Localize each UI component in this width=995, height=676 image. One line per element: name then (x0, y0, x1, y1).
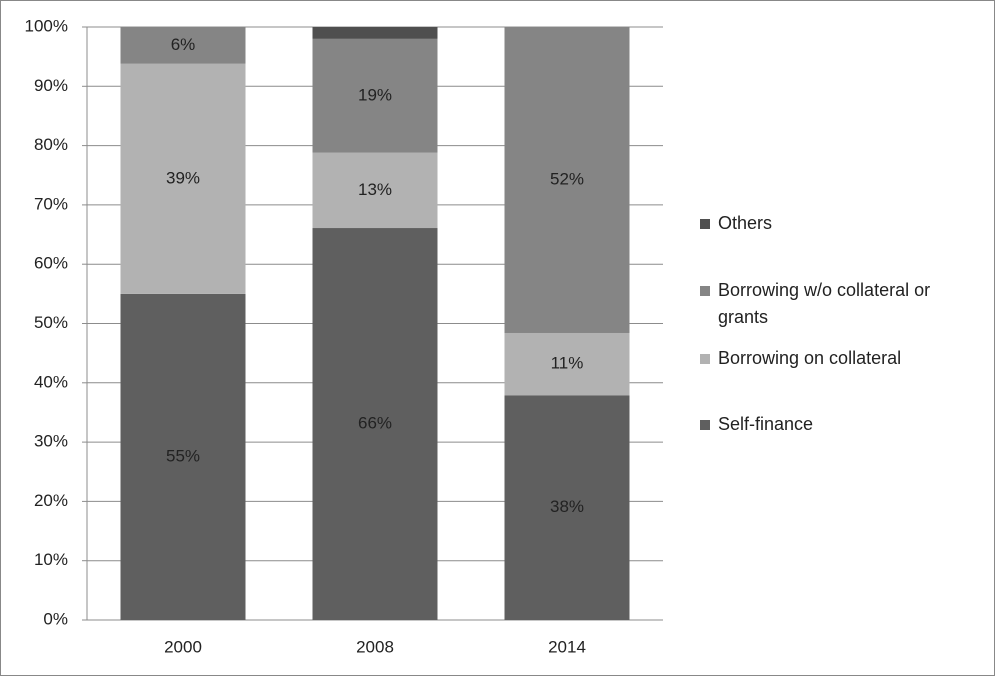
bars (120, 27, 630, 621)
bar-segment (120, 27, 246, 64)
y-tick-label: 20% (34, 491, 68, 510)
legend-item: Borrowing on collateral (700, 345, 973, 372)
x-tick-label: 2000 (164, 637, 202, 656)
y-tick-label: 80% (34, 135, 68, 154)
bar-segment (504, 395, 630, 620)
legend-swatch (700, 286, 710, 296)
y-tick-label: 100% (25, 16, 68, 35)
y-tick-label: 30% (34, 432, 68, 451)
data-label: 11% (551, 354, 584, 373)
data-label: 6% (171, 35, 196, 54)
data-label: 52% (550, 169, 584, 188)
y-tick-label: 60% (34, 254, 68, 273)
data-label: 19% (358, 85, 392, 104)
y-tick-label: 90% (34, 76, 68, 95)
y-tick-label: 10% (34, 550, 68, 569)
bar-segment (312, 152, 438, 229)
data-label: 13% (358, 180, 392, 199)
bar-segment (504, 27, 630, 333)
bar-segment (120, 293, 246, 620)
y-tick-label: 70% (34, 194, 68, 213)
bar-segment (504, 332, 630, 396)
data-label: 55% (166, 446, 200, 465)
data-label: 38% (550, 497, 584, 516)
legend-label: Borrowing on collateral (718, 348, 902, 368)
legend-swatch (700, 354, 710, 364)
y-tick-label: 50% (34, 313, 68, 332)
legend-swatch (700, 420, 710, 430)
x-tick-label: 2008 (356, 637, 394, 656)
legend-item: Self-finance (700, 411, 973, 438)
bar-segment (312, 27, 438, 39)
legend-label: Borrowing w/o collateral or grants (718, 280, 931, 327)
data-label: 39% (166, 168, 200, 187)
bar-segment (312, 228, 438, 621)
bar-segment (312, 38, 438, 153)
x-tick-label: 2014 (548, 637, 586, 656)
bar-segment (120, 63, 246, 294)
legend-label: Others (718, 213, 773, 233)
legend-item: Borrowing w/o collateral or grants (700, 277, 973, 331)
legend-item: Others (700, 210, 973, 237)
legend-swatch (700, 219, 710, 229)
y-tick-label: 0% (43, 609, 68, 628)
labels: 0% 10% 20% 30% 40% 50% 60% 70% 80% 90% 100% 2000 55%… (25, 16, 586, 656)
y-tick-label: 40% (34, 372, 68, 391)
data-label: 66% (358, 413, 392, 432)
legend-label: Self-finance (718, 414, 814, 434)
